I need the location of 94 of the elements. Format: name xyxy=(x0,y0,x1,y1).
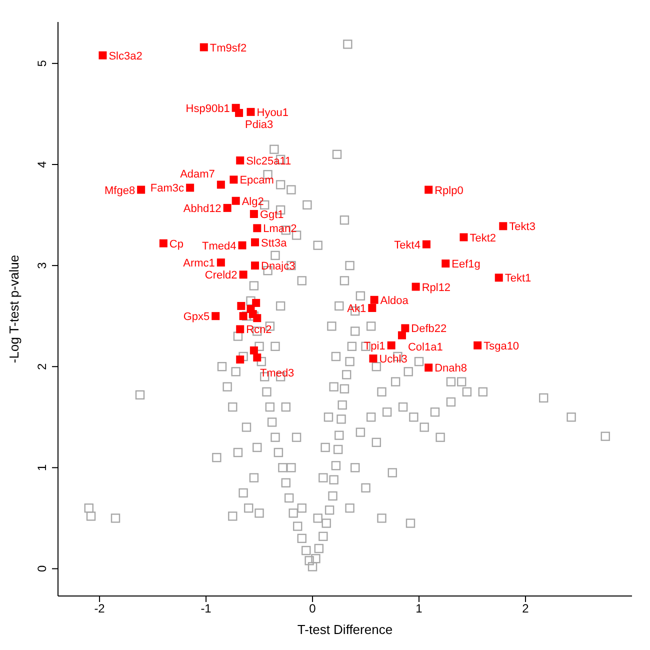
annotation: Slc25a11 xyxy=(246,155,292,168)
annotation: Rcn2 xyxy=(246,324,272,336)
y-tick-label: 2 xyxy=(35,362,49,370)
point xyxy=(216,180,225,189)
y-tick-label: 0 xyxy=(35,565,49,572)
annotation: Eef1g xyxy=(452,258,480,271)
point xyxy=(494,274,503,282)
annotation: Tm9sf2 xyxy=(210,42,247,54)
point xyxy=(387,341,396,350)
annotation: Defb22 xyxy=(411,323,447,336)
y-tick-label: 3 xyxy=(35,262,49,269)
annotation: Alg2 xyxy=(242,196,264,208)
annotation: Ggt1 xyxy=(260,209,284,222)
annotation: Tpi1 xyxy=(364,340,386,352)
annotation: Tmed4 xyxy=(202,240,236,252)
annotation: Stt3a xyxy=(261,237,288,250)
point xyxy=(253,224,262,232)
annotation: Epcam xyxy=(240,174,274,187)
point xyxy=(235,108,244,117)
point xyxy=(237,302,246,310)
point xyxy=(239,312,248,320)
annotation: Armc1 xyxy=(183,258,215,270)
annotation: Creld2 xyxy=(204,270,238,282)
point xyxy=(223,204,232,212)
point xyxy=(422,240,430,248)
point xyxy=(424,186,433,194)
point xyxy=(442,260,450,268)
point xyxy=(232,196,240,205)
x-tick-label: -1 xyxy=(200,602,212,616)
annotation: Lman2 xyxy=(263,223,297,236)
annotation: Ak1 xyxy=(347,302,366,315)
point xyxy=(253,354,262,362)
point xyxy=(251,238,260,246)
point xyxy=(398,331,406,340)
point xyxy=(137,186,146,194)
annotation: Fam3c xyxy=(150,182,185,195)
annotation: Tekt2 xyxy=(470,232,496,244)
point xyxy=(238,241,246,250)
y-tick-label: 1 xyxy=(35,464,49,471)
annotation: Gpx5 xyxy=(183,311,210,324)
point xyxy=(474,341,482,350)
x-tick-label: 2 xyxy=(522,602,530,616)
annotation: Rplp0 xyxy=(434,184,464,197)
point xyxy=(424,364,433,372)
annotation: Tsga10 xyxy=(484,340,520,352)
point xyxy=(499,222,508,230)
annotation: Tekt4 xyxy=(394,239,420,252)
annotation: Cp xyxy=(169,238,184,250)
point xyxy=(236,156,244,164)
y-axis-title: -Log T-test p-value xyxy=(6,254,22,364)
x-tick-label: 1 xyxy=(416,602,423,616)
point xyxy=(250,346,258,354)
point xyxy=(230,176,238,184)
annotation: Col1a1 xyxy=(408,341,443,354)
point xyxy=(250,210,258,218)
annotation: Uchl3 xyxy=(379,354,408,366)
annotation: Dnajc3 xyxy=(261,260,296,273)
point xyxy=(239,270,248,279)
annotation: Adam7 xyxy=(180,168,215,181)
y-tick-label: 5 xyxy=(35,60,49,67)
annotation: Aldoa xyxy=(380,294,410,307)
annotation: Hyou1 xyxy=(256,106,289,119)
annotation: Abhd12 xyxy=(183,202,222,215)
y-tick-label: 4 xyxy=(35,160,49,168)
point xyxy=(200,43,208,52)
point xyxy=(216,258,225,267)
point xyxy=(252,298,260,307)
annotation: Pdia3 xyxy=(245,118,274,131)
annotation: Hsp90b1 xyxy=(186,102,230,115)
point xyxy=(186,184,194,192)
annotation: Mfge8 xyxy=(104,184,136,197)
point xyxy=(246,108,255,116)
annotation: Dnah8 xyxy=(434,362,468,375)
annotation: Tekt3 xyxy=(509,221,536,234)
annotation: Tekt1 xyxy=(504,272,532,285)
point xyxy=(236,356,244,364)
x-tick-label: 0 xyxy=(309,602,316,616)
annotation: Slc3a2 xyxy=(108,50,142,62)
point xyxy=(253,314,262,322)
point xyxy=(401,324,410,332)
point xyxy=(251,262,260,270)
point xyxy=(370,296,378,304)
point xyxy=(460,233,468,242)
point xyxy=(159,239,168,248)
point xyxy=(412,282,420,291)
x-tick-label: -2 xyxy=(94,602,106,616)
point xyxy=(98,51,107,60)
annotation: Tmed3 xyxy=(260,367,294,380)
point xyxy=(236,325,244,334)
point xyxy=(212,312,220,320)
annotation: Rpl12 xyxy=(422,282,451,294)
point xyxy=(368,304,376,312)
point xyxy=(369,354,378,363)
x-axis-title: T-test Difference xyxy=(297,622,393,637)
